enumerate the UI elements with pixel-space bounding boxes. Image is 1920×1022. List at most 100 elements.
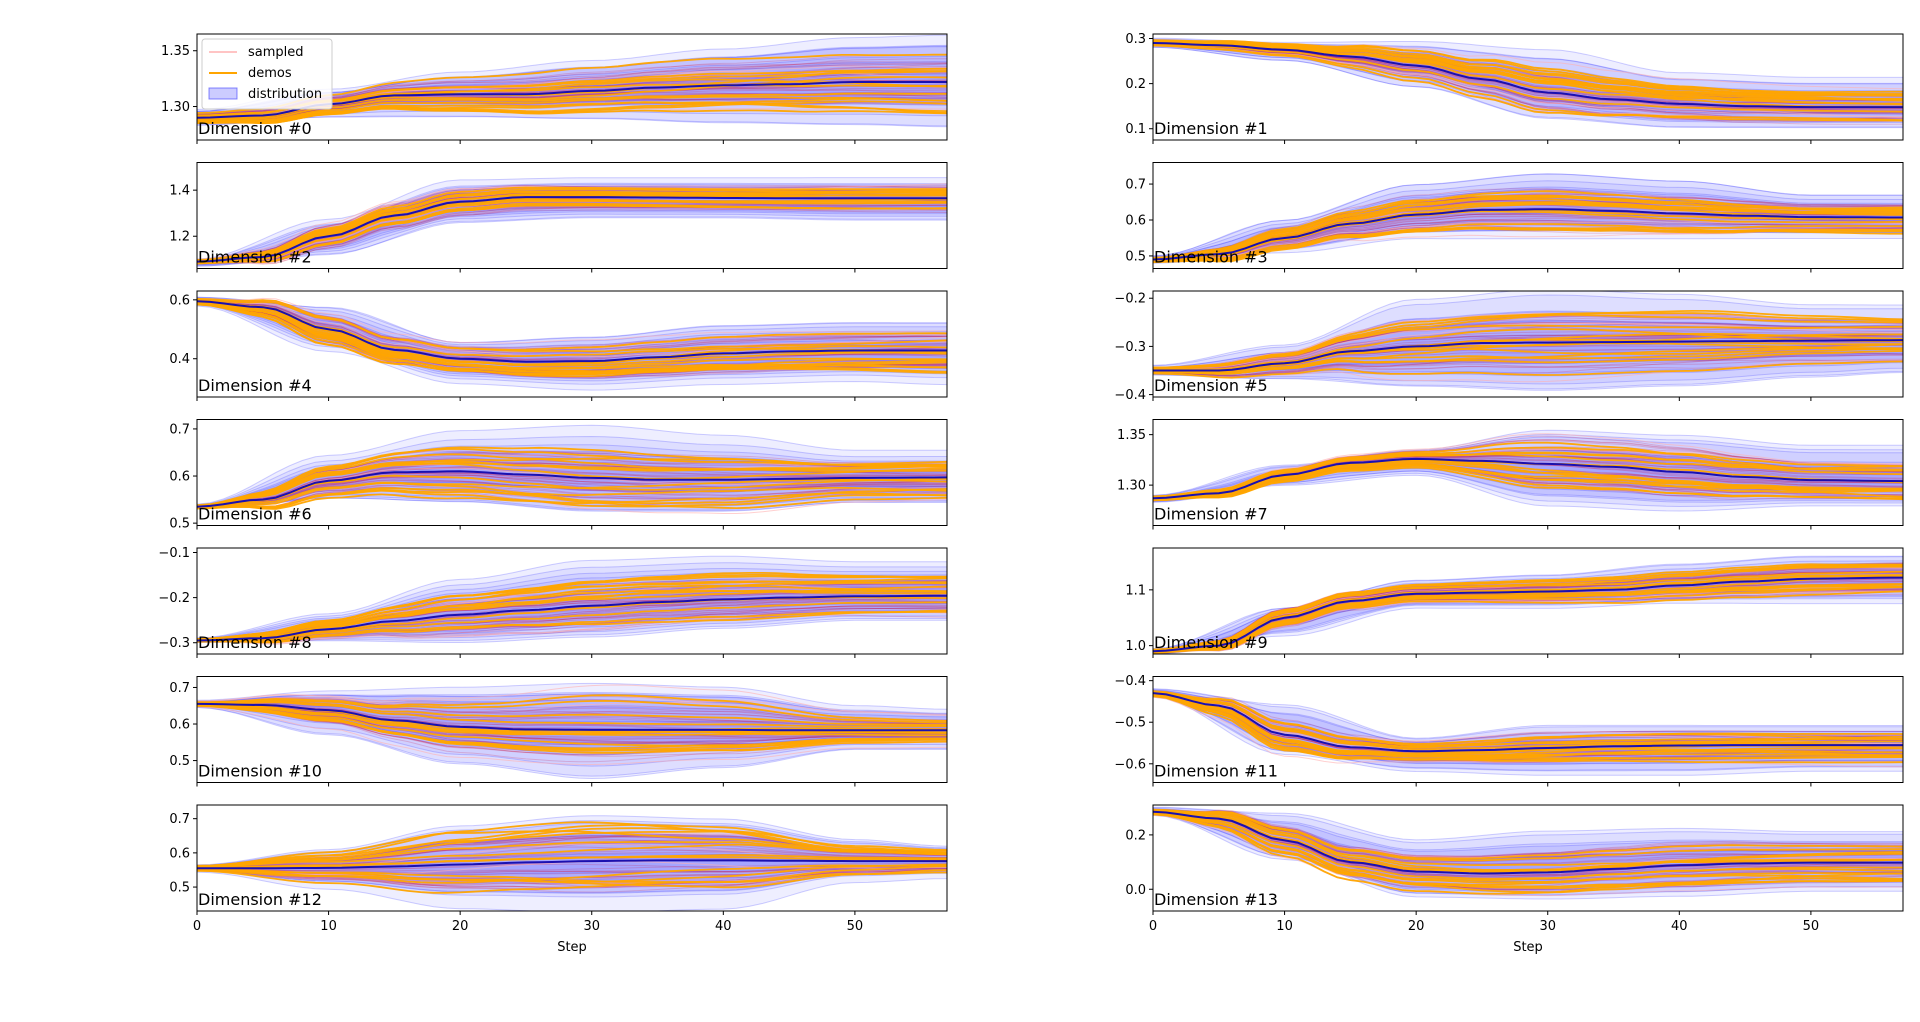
sampled-line <box>1153 808 1903 858</box>
dimension-title: Dimension #1 <box>1154 119 1268 138</box>
legend: sampled demos distribution <box>201 38 333 110</box>
y-tick-label: 0.6 <box>169 470 190 485</box>
demo-line <box>197 830 947 867</box>
dimension-title: Dimension #10 <box>198 762 322 781</box>
axes-frame <box>1152 33 1904 141</box>
mean-line <box>197 300 947 363</box>
demo-line <box>197 461 947 507</box>
x-tick-label: 50 <box>847 919 864 934</box>
plot-area <box>197 682 947 780</box>
sampled-line <box>1153 590 1903 654</box>
plot-area <box>1153 555 1903 654</box>
demo-line <box>197 869 947 894</box>
mean-line <box>1153 810 1903 875</box>
x-tick-label: 50 <box>1803 919 1820 934</box>
demo-line <box>1153 40 1903 97</box>
axes-frame <box>196 162 948 269</box>
demo-line <box>197 460 947 507</box>
distribution-band <box>1153 173 1903 264</box>
axes-frame <box>1152 419 1904 526</box>
y-tick-label: 0.2 <box>1125 77 1146 92</box>
y-tick-label: 0.1 <box>1125 122 1146 137</box>
x-tick-label: 10 <box>320 919 337 934</box>
demo-line <box>197 97 947 122</box>
demo-line <box>197 200 947 263</box>
demo-line <box>197 830 947 867</box>
demo-line <box>197 186 947 261</box>
x-axis-label: Step <box>557 940 587 955</box>
plot-area <box>197 296 947 391</box>
demo-line <box>1153 201 1903 260</box>
demo-line <box>1153 459 1903 501</box>
demo-line <box>197 478 947 508</box>
sampled-line <box>1153 312 1903 368</box>
y-tick-label: 1.35 <box>1117 428 1146 443</box>
plot-area <box>1153 37 1903 129</box>
demo-line <box>197 487 947 510</box>
sampled-line <box>197 297 947 344</box>
x-tick-label: 0 <box>1149 919 1157 934</box>
y-tick-label: −0.4 <box>1114 388 1146 403</box>
dimension-title: Dimension #0 <box>198 119 312 138</box>
y-tick-label: 0.7 <box>1125 178 1146 193</box>
sampled-line <box>1153 814 1903 897</box>
x-tick-label: 20 <box>452 919 469 934</box>
mean-line <box>197 702 947 732</box>
legend-label: distribution <box>248 87 322 102</box>
sampled-line <box>197 599 947 642</box>
legend-label: sampled <box>248 45 304 60</box>
sampled-line <box>1153 220 1903 261</box>
mean-line <box>1153 576 1903 653</box>
sampled-line <box>1153 323 1903 370</box>
y-tick-label: 0.6 <box>169 846 190 861</box>
demo-line <box>197 827 947 868</box>
dimension-title: Dimension #8 <box>198 633 312 652</box>
demo-line <box>1153 210 1903 262</box>
dimension-title: Dimension #9 <box>1154 633 1268 652</box>
sampled-line <box>197 706 947 766</box>
demo-line <box>197 95 947 122</box>
demo-line <box>1153 808 1903 860</box>
demo-line <box>1153 441 1903 498</box>
sampled-line <box>197 476 947 508</box>
x-axis-label: Step <box>1513 940 1543 955</box>
sampled-line <box>197 851 947 868</box>
sampled-line <box>197 204 947 264</box>
subplot-11: −0.6 −0.5 −0.4 Dimension #11 <box>1114 674 1904 787</box>
demo-line <box>1153 694 1903 761</box>
demo-line <box>197 453 947 507</box>
sampled-line <box>1153 218 1903 262</box>
plot-area <box>197 555 947 645</box>
axes-frame <box>196 419 948 526</box>
y-tick-label: −0.6 <box>1114 757 1146 772</box>
sampled-line <box>1153 811 1903 877</box>
y-tick-label: 0.4 <box>169 352 190 367</box>
subplot-13: 0.0 0.2 0 10 20 30 40 50 Step Dimension #13 <box>1125 804 1904 955</box>
demo-line <box>197 297 947 351</box>
plot-area <box>197 815 947 911</box>
sampled-line <box>1153 433 1903 497</box>
demo-line <box>197 457 947 507</box>
subplot-6: 0.5 0.6 0.7 Dimension #6 <box>169 419 948 532</box>
y-tick-label: −0.2 <box>1114 292 1146 307</box>
demo-line <box>197 611 947 644</box>
demo-line <box>197 491 947 510</box>
sampled-line <box>197 705 947 757</box>
demo-line <box>197 302 947 370</box>
demo-line <box>197 299 947 353</box>
dimension-title: Dimension #5 <box>1154 376 1268 395</box>
sampled-line <box>197 466 947 507</box>
sampled-line <box>197 185 947 261</box>
sampled-line <box>197 451 947 506</box>
legend-label: demos <box>248 66 292 81</box>
demo-line <box>1153 693 1903 755</box>
y-tick-label: 1.4 <box>169 184 190 199</box>
x-tick-label: 0 <box>193 919 201 934</box>
demo-line <box>197 843 947 868</box>
demo-line <box>1153 694 1903 762</box>
y-tick-label: 1.30 <box>161 100 190 115</box>
x-tick-label: 30 <box>1539 919 1556 934</box>
demo-line <box>1153 464 1903 502</box>
demo-line <box>197 462 947 507</box>
x-tick-label: 30 <box>583 919 600 934</box>
